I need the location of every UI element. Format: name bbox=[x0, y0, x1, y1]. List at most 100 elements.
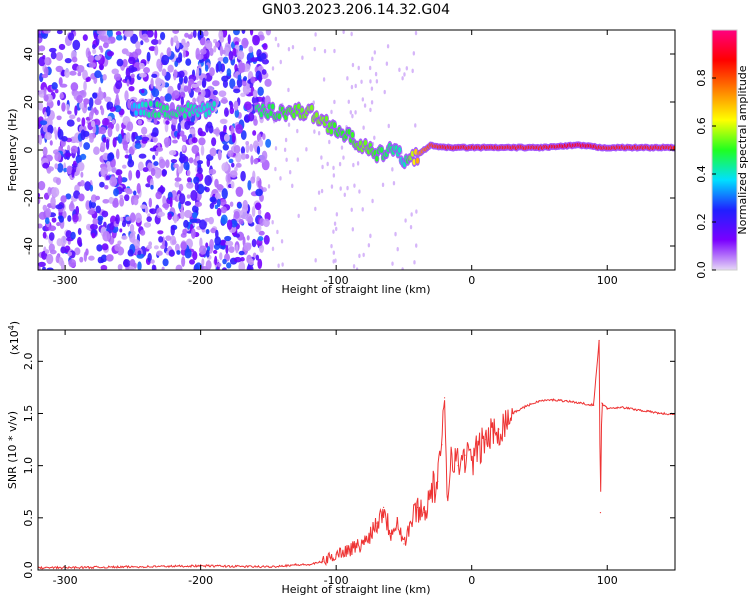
noise-speck bbox=[113, 188, 120, 197]
noise-speck bbox=[92, 92, 98, 99]
noise-speck bbox=[361, 97, 365, 102]
colorbar-scale bbox=[712, 30, 737, 270]
noise-speck bbox=[265, 138, 272, 148]
y-tick-label: 1.5 bbox=[22, 405, 35, 423]
noise-speck bbox=[317, 131, 321, 136]
ridge-core bbox=[375, 155, 379, 162]
noise-speck bbox=[249, 30, 254, 36]
noise-speck bbox=[225, 244, 229, 254]
noise-speck bbox=[381, 182, 385, 188]
noise-speck bbox=[255, 223, 262, 233]
y-tick-label: -40 bbox=[22, 237, 35, 255]
noise-speck bbox=[105, 254, 114, 262]
ridge-core bbox=[332, 122, 337, 129]
snr-point bbox=[552, 399, 554, 401]
noise-speck bbox=[244, 154, 250, 159]
noise-speck bbox=[189, 259, 195, 265]
noise-speck bbox=[155, 191, 162, 200]
noise-speck bbox=[200, 89, 206, 97]
snr-point bbox=[601, 402, 603, 404]
noise-speck bbox=[245, 140, 250, 146]
ridge-core bbox=[259, 111, 264, 118]
noise-speck bbox=[190, 189, 198, 201]
noise-speck bbox=[122, 59, 128, 68]
noise-speck bbox=[279, 176, 282, 181]
noise-speck bbox=[128, 86, 135, 92]
noise-speck bbox=[220, 119, 227, 124]
noise-speck bbox=[314, 32, 317, 37]
noise-speck bbox=[184, 32, 189, 38]
noise-speck bbox=[415, 243, 418, 248]
noise-speck bbox=[221, 267, 227, 270]
noise-speck bbox=[42, 231, 47, 239]
noise-speck bbox=[211, 80, 220, 87]
noise-speck bbox=[107, 127, 113, 138]
ridge-core bbox=[212, 100, 216, 107]
noise-speck bbox=[48, 232, 55, 241]
y-tick-label: 0.5 bbox=[22, 509, 35, 527]
ridge-core bbox=[296, 103, 301, 110]
noise-speck bbox=[115, 169, 123, 176]
x-tick-label: -100 bbox=[324, 274, 349, 287]
noise-speck bbox=[79, 102, 84, 109]
noise-speck bbox=[146, 244, 152, 250]
noise-speck bbox=[148, 197, 153, 208]
noise-speck bbox=[59, 83, 68, 88]
noise-speck bbox=[238, 261, 246, 270]
noise-speck bbox=[152, 136, 158, 143]
colorbar-frame bbox=[711, 29, 738, 271]
noise-speck bbox=[235, 244, 239, 254]
noise-speck bbox=[77, 71, 82, 77]
noise-speck bbox=[104, 184, 109, 190]
noise-speck bbox=[130, 33, 139, 44]
noise-speck bbox=[219, 239, 227, 246]
noise-speck bbox=[126, 121, 134, 132]
snr-point bbox=[308, 564, 310, 566]
noise-speck bbox=[111, 68, 119, 75]
noise-speck bbox=[260, 52, 267, 60]
noise-speck bbox=[172, 90, 180, 99]
noise-speck bbox=[104, 96, 112, 103]
noise-speck bbox=[192, 251, 198, 261]
colorbar: 0.0 0.2 0.4 0.6 0.8 Normalized spectral ampl… bbox=[695, 29, 749, 279]
noise-speck bbox=[173, 69, 178, 78]
noise-speck bbox=[239, 209, 248, 220]
noise-speck bbox=[291, 44, 295, 50]
noise-speck bbox=[251, 238, 257, 248]
noise-speck bbox=[349, 110, 353, 115]
noise-speck bbox=[238, 62, 246, 73]
noise-speck bbox=[178, 70, 185, 78]
noise-speck bbox=[73, 160, 77, 166]
snr-point bbox=[396, 517, 398, 519]
noise-speck bbox=[140, 40, 144, 46]
noise-speck bbox=[145, 183, 151, 188]
noise-speck bbox=[213, 45, 217, 53]
noise-speck bbox=[80, 171, 84, 178]
noise-speck bbox=[401, 267, 404, 270]
noise-speck bbox=[198, 137, 206, 146]
noise-speck bbox=[38, 37, 43, 44]
noise-speck bbox=[146, 216, 152, 222]
noise-speck bbox=[122, 258, 131, 268]
noise-speck bbox=[401, 76, 404, 81]
noise-speck bbox=[64, 68, 70, 79]
noise-speck bbox=[219, 131, 226, 137]
noise-speck bbox=[71, 56, 78, 63]
noise-speck bbox=[90, 194, 97, 203]
noise-speck bbox=[78, 193, 85, 202]
noise-speck bbox=[119, 216, 124, 222]
noise-speck bbox=[129, 212, 136, 223]
noise-speck bbox=[157, 230, 164, 235]
noise-speck bbox=[360, 79, 363, 84]
noise-speck bbox=[215, 229, 219, 239]
noise-speck bbox=[133, 197, 139, 206]
noise-speck bbox=[305, 147, 308, 152]
noise-speck bbox=[66, 119, 75, 127]
noise-speck bbox=[134, 135, 143, 141]
noise-speck bbox=[113, 197, 119, 206]
noise-speck bbox=[124, 194, 130, 202]
noise-speck bbox=[113, 73, 122, 81]
noise-speck bbox=[69, 70, 77, 76]
noise-speck bbox=[76, 117, 81, 123]
noise-speck bbox=[174, 177, 182, 182]
